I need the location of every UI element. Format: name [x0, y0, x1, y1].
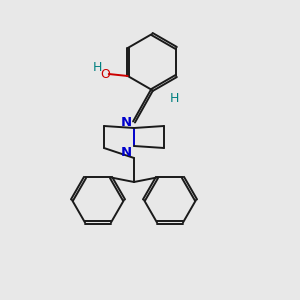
- Text: H: H: [169, 92, 179, 104]
- Text: H: H: [93, 61, 102, 74]
- Text: O: O: [100, 68, 110, 80]
- Text: N: N: [120, 146, 132, 158]
- Text: N: N: [120, 116, 132, 128]
